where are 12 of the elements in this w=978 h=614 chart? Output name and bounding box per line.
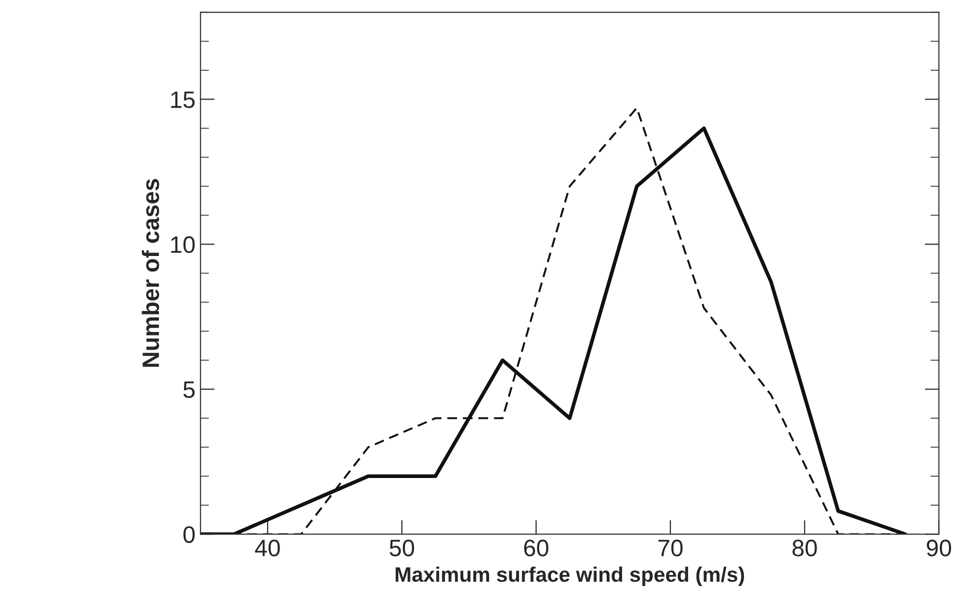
- y-tick-label: 0: [183, 526, 195, 543]
- y-tick-label: 5: [183, 382, 195, 398]
- x-tick-label: 50: [390, 540, 414, 556]
- x-tick-label: 80: [792, 540, 817, 556]
- x-tick-label: 60: [524, 540, 548, 556]
- x-tick-label: 70: [658, 540, 683, 556]
- x-axis-title: Maximum surface wind speed (m/s): [396, 566, 744, 586]
- x-tick-label: 40: [255, 540, 280, 556]
- y-tick-label: 15: [171, 92, 195, 108]
- y-tick-label: 10: [171, 236, 195, 254]
- y-axis-title: Number of cases: [142, 179, 160, 367]
- x-tick-label: 90: [926, 540, 952, 556]
